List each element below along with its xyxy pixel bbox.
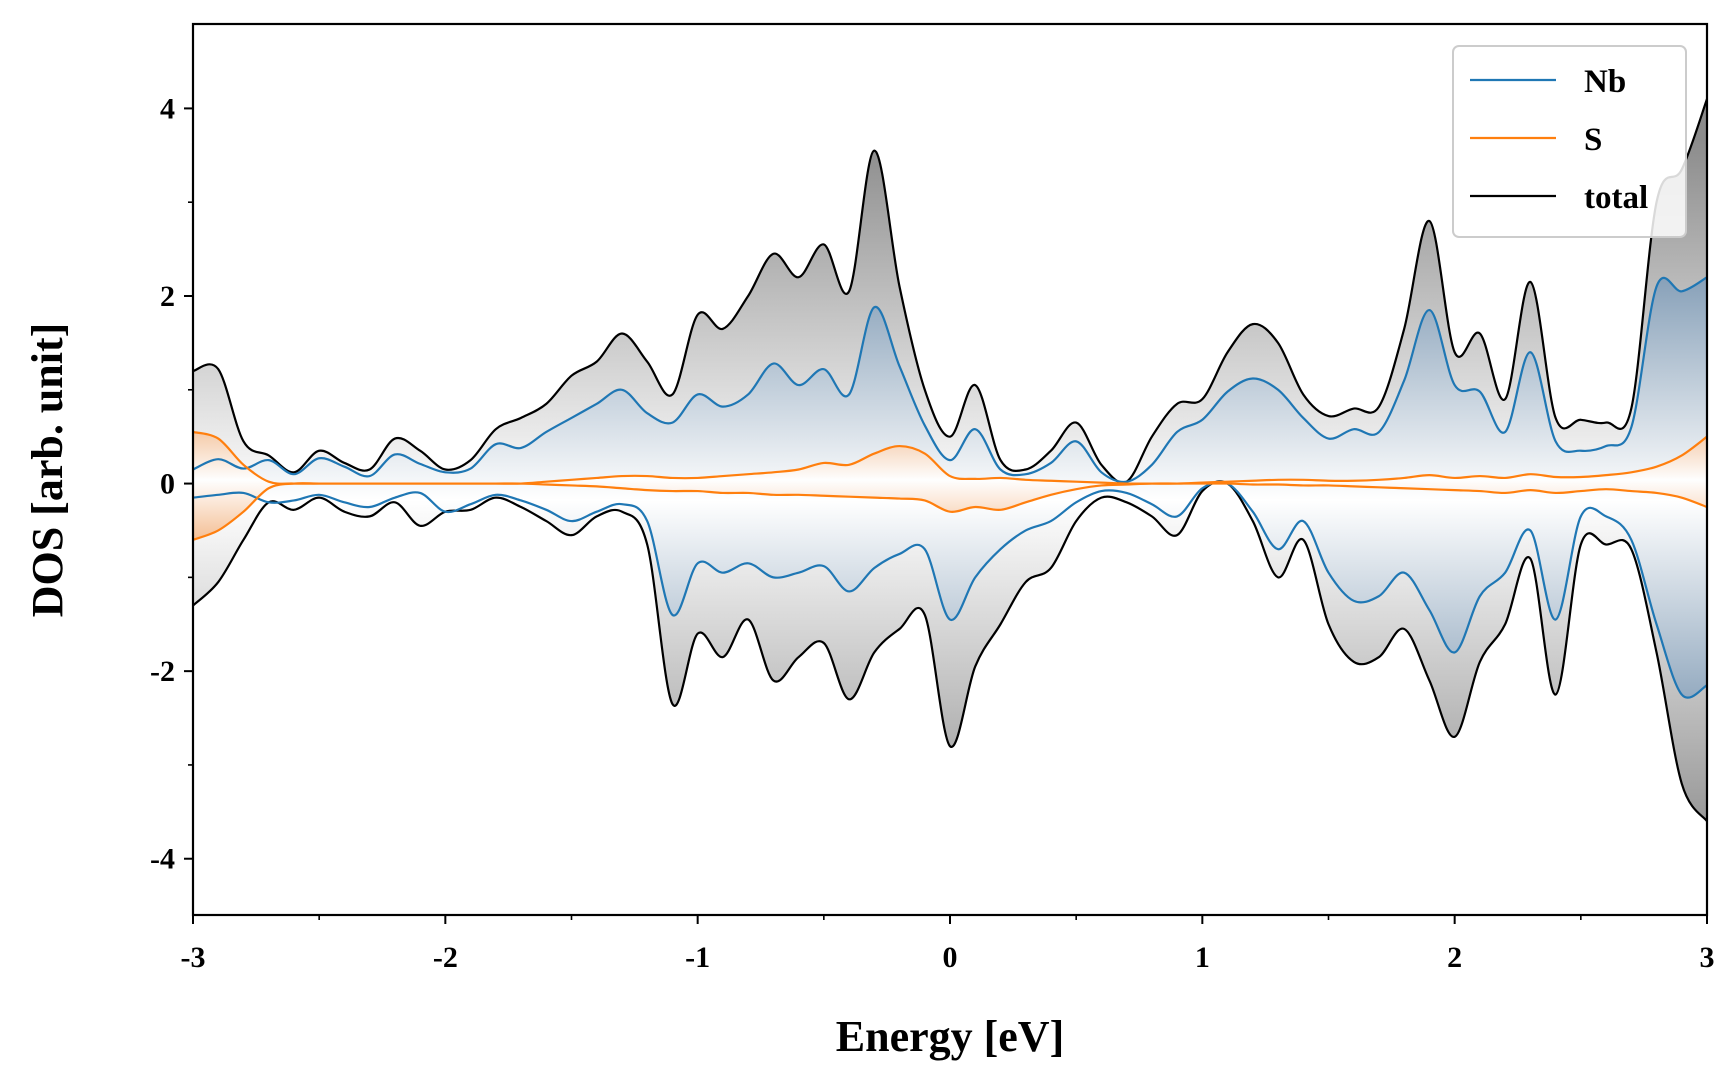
legend-label-total: total bbox=[1584, 180, 1648, 216]
x-axis-title: Energy [eV] bbox=[836, 1012, 1065, 1061]
legend-label-nb: Nb bbox=[1584, 64, 1626, 100]
legend-label-s: S bbox=[1584, 122, 1602, 158]
x-tick-label: -3 bbox=[181, 941, 206, 974]
y-tick-label: 2 bbox=[160, 280, 175, 313]
x-tick-label: 0 bbox=[943, 941, 958, 974]
y-tick-label: -4 bbox=[150, 843, 175, 876]
series-line-total-up bbox=[193, 98, 1707, 484]
legend-box bbox=[1452, 45, 1687, 238]
y-tick-label: 0 bbox=[160, 468, 175, 501]
x-tick-label: -2 bbox=[433, 941, 458, 974]
series-lines bbox=[193, 98, 1707, 822]
series-line-total-dn bbox=[193, 480, 1707, 822]
fill-nb-dn bbox=[193, 481, 1707, 698]
y-axis-title: DOS [arb. unit] bbox=[23, 323, 72, 618]
series-line-s-dn bbox=[193, 482, 1707, 541]
series-line-nb-dn bbox=[193, 480, 1707, 699]
fill-total-up bbox=[193, 99, 1707, 484]
axes: -3 -2 -1 0 1 2 3 -4 -2 0 2 4 bbox=[150, 92, 1715, 974]
x-tick-label: 1 bbox=[1195, 941, 1210, 974]
y-tick-label: 4 bbox=[160, 92, 175, 125]
x-tick-label: 2 bbox=[1447, 941, 1462, 974]
y-tick-label: -2 bbox=[150, 655, 175, 688]
x-tick-label: -1 bbox=[685, 941, 710, 974]
fill-nb-up bbox=[193, 277, 1707, 484]
x-tick-label: 3 bbox=[1700, 941, 1715, 974]
fill-s-up bbox=[193, 431, 1707, 484]
series-line-nb-up bbox=[193, 276, 1707, 484]
